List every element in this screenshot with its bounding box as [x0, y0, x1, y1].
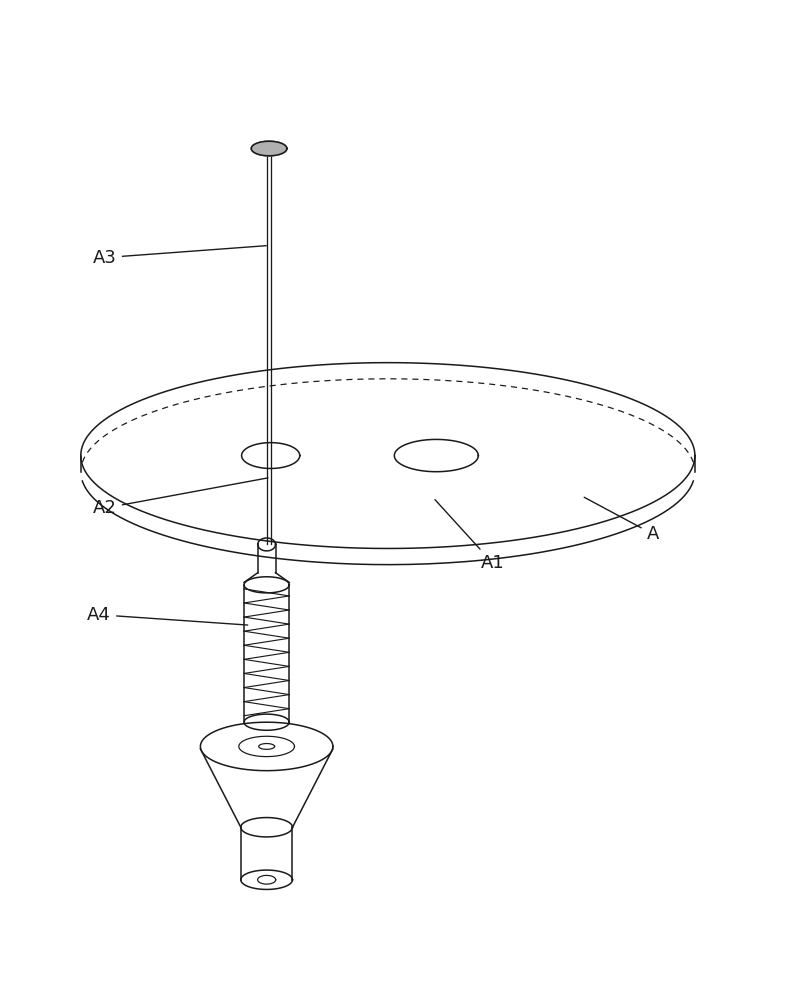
Polygon shape [251, 141, 287, 156]
Text: A4: A4 [87, 606, 248, 625]
Text: A: A [584, 497, 659, 543]
Text: A2: A2 [93, 478, 268, 517]
Text: A3: A3 [93, 246, 267, 267]
Text: A1: A1 [435, 500, 504, 572]
